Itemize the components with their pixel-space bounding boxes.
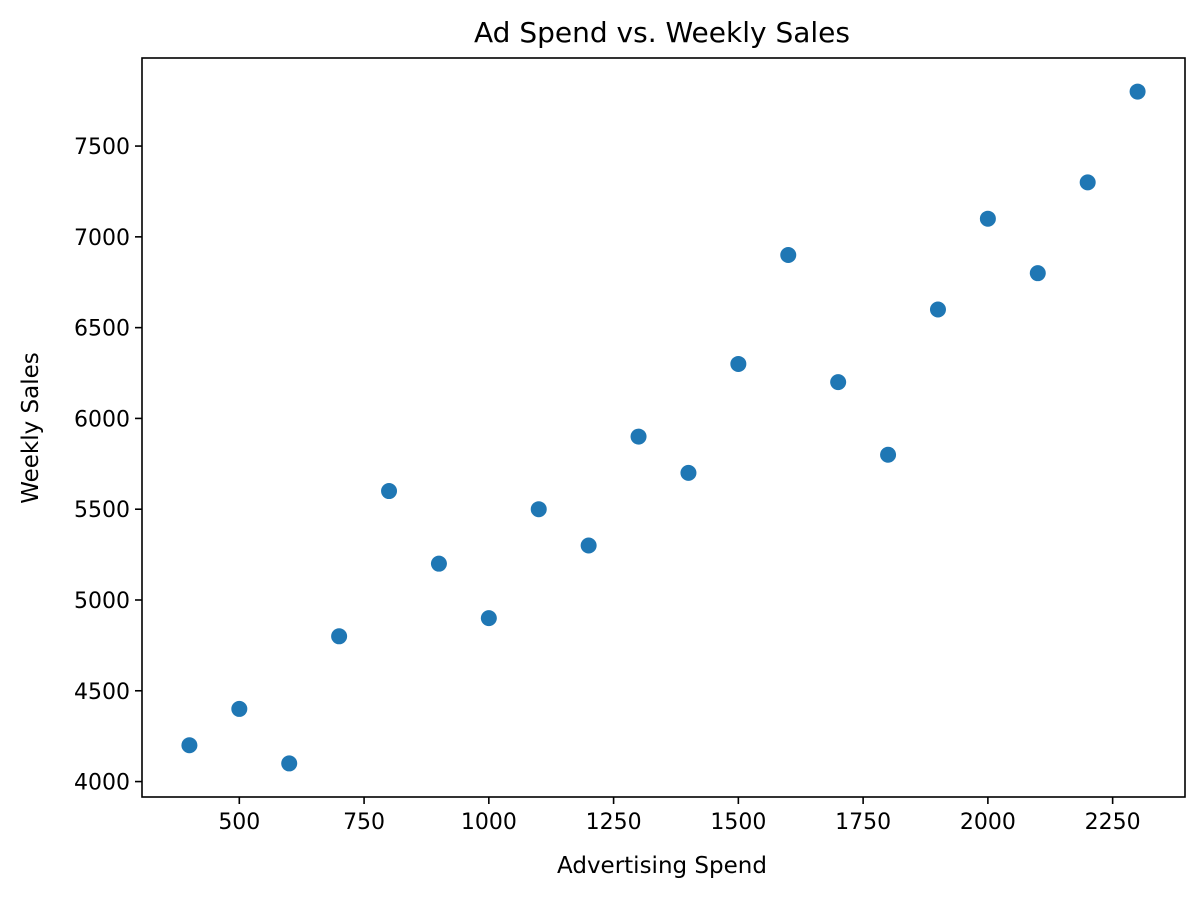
y-tick-label: 6500 <box>74 317 130 342</box>
y-axis-label: Weekly Sales <box>18 352 44 504</box>
data-point <box>231 700 248 717</box>
y-tick-label: 7500 <box>74 135 130 160</box>
data-point <box>580 537 597 554</box>
data-point <box>1129 83 1146 100</box>
y-tick-label: 7000 <box>74 226 130 251</box>
x-tick-label: 750 <box>343 810 385 835</box>
x-tick-label: 1250 <box>586 810 642 835</box>
x-tick-label: 500 <box>218 810 260 835</box>
chart-title: Ad Spend vs. Weekly Sales <box>474 16 850 49</box>
x-tick-label: 2000 <box>960 810 1016 835</box>
data-point <box>430 555 447 572</box>
data-point <box>381 483 398 500</box>
data-point <box>929 301 946 318</box>
data-point <box>680 464 697 481</box>
y-tick-label: 5000 <box>74 589 130 614</box>
data-point <box>1029 265 1046 282</box>
x-tick-label: 1750 <box>835 810 891 835</box>
data-point <box>281 755 298 772</box>
data-point <box>530 501 547 518</box>
x-tick-label: 1500 <box>710 810 766 835</box>
data-point <box>830 374 847 391</box>
data-point <box>181 737 198 754</box>
y-tick-label: 4500 <box>74 680 130 705</box>
data-point <box>880 446 897 463</box>
data-point <box>480 610 497 627</box>
y-tick-label: 6000 <box>74 407 130 432</box>
data-point <box>630 428 647 445</box>
y-tick-label: 4000 <box>74 771 130 796</box>
data-point <box>730 355 747 372</box>
data-point <box>979 210 996 227</box>
data-point <box>780 247 797 264</box>
x-axis-label: Advertising Spend <box>557 853 767 879</box>
plot-area: 500 750 1000 1250 1500 1750 2000 2250 4000 4500 50… <box>74 57 1186 835</box>
data-point <box>1079 174 1096 191</box>
y-tick-label: 5500 <box>74 498 130 523</box>
data-point <box>331 628 348 645</box>
x-tick-label: 1000 <box>461 810 517 835</box>
plot-frame <box>141 57 1186 798</box>
x-tick-label: 2250 <box>1085 810 1141 835</box>
